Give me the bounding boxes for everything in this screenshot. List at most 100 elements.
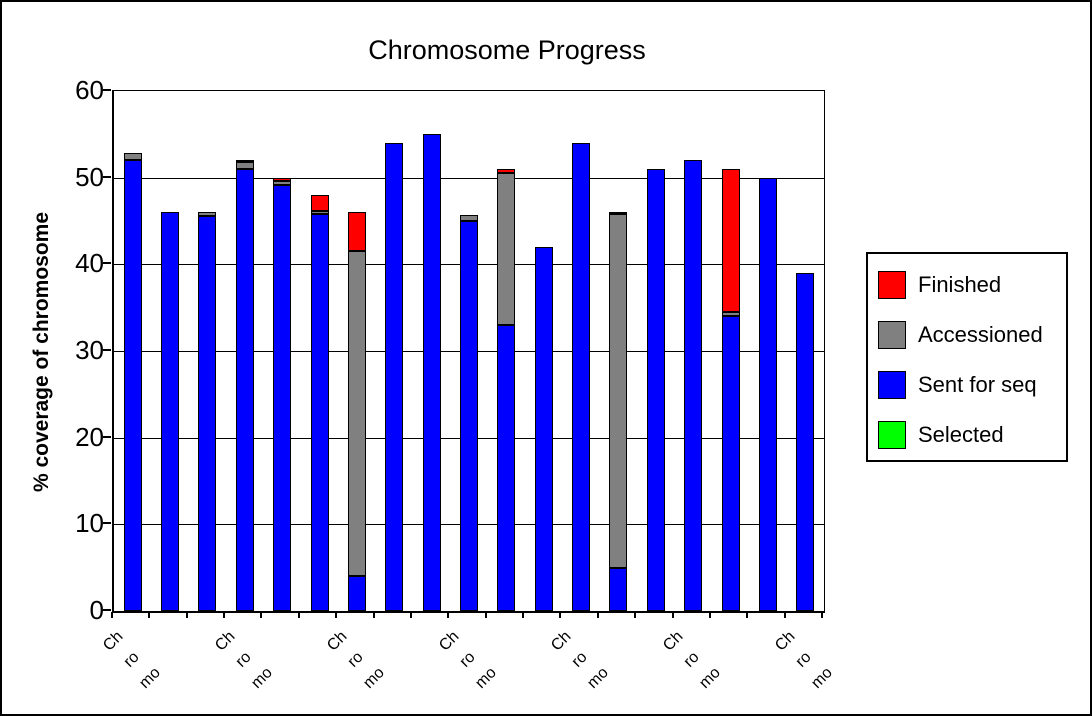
legend-item-selected: Selected bbox=[878, 410, 1066, 460]
x-tick-13 bbox=[597, 612, 599, 618]
gridline-50 bbox=[114, 178, 824, 179]
y-tick-label-50: 50 bbox=[75, 162, 104, 192]
bar-18 bbox=[759, 91, 777, 611]
bar-segment-finished bbox=[236, 160, 254, 163]
bar-segment-sent-for-seq bbox=[348, 576, 366, 611]
bar-10 bbox=[460, 91, 478, 611]
bar-segment-sent-for-seq bbox=[722, 316, 740, 611]
y-tick-0 bbox=[103, 609, 111, 611]
bar-segment-accessioned bbox=[124, 153, 142, 161]
bar-2 bbox=[161, 91, 179, 611]
bar-segment-finished bbox=[348, 212, 366, 252]
bar-segment-finished bbox=[273, 177, 291, 182]
bar-12 bbox=[535, 91, 553, 611]
bar-segment-accessioned bbox=[497, 172, 515, 325]
bar-4 bbox=[236, 91, 254, 611]
x-tick-5 bbox=[298, 612, 300, 618]
legend-label-finished: Finished bbox=[918, 272, 1002, 297]
legend-label-selected: Selected bbox=[918, 422, 1004, 447]
x-tick-6 bbox=[335, 612, 337, 618]
bar-segment-sent-for-seq bbox=[796, 273, 814, 611]
bar-segment-sent-for-seq bbox=[124, 160, 142, 611]
bar-15 bbox=[647, 91, 665, 611]
x-category-label-1: Ch ro mo bbox=[100, 628, 164, 692]
legend-label-accessioned: Accessioned bbox=[918, 322, 1043, 347]
x-tick-3 bbox=[223, 612, 225, 618]
bar-7 bbox=[348, 91, 366, 611]
bar-segment-sent-for-seq bbox=[647, 169, 665, 611]
x-tick-2 bbox=[186, 612, 188, 618]
bar-segment-accessioned bbox=[198, 211, 216, 216]
bar-segment-accessioned bbox=[273, 181, 291, 185]
x-tick-18 bbox=[784, 612, 786, 618]
y-tick-30 bbox=[103, 349, 111, 351]
bar-segment-sent-for-seq bbox=[684, 160, 702, 611]
bar-13 bbox=[572, 91, 590, 611]
bar-17 bbox=[722, 91, 740, 611]
y-tick-50 bbox=[103, 176, 111, 178]
x-tick-10 bbox=[485, 612, 487, 618]
x-category-label-19: Ch ro mo bbox=[772, 628, 836, 692]
bar-11 bbox=[497, 91, 515, 611]
bar-segment-accessioned bbox=[722, 312, 740, 317]
bar-segment-accessioned bbox=[348, 251, 366, 577]
y-tick-20 bbox=[103, 436, 111, 438]
bar-segment-sent-for-seq bbox=[423, 134, 441, 611]
bar-segment-sent-for-seq bbox=[311, 214, 329, 611]
bar-segment-sent-for-seq bbox=[572, 143, 590, 611]
bar-segment-accessioned bbox=[311, 210, 329, 215]
x-tick-14 bbox=[634, 612, 636, 618]
y-tick-40 bbox=[103, 262, 111, 264]
x-category-label-13: Ch ro mo bbox=[548, 628, 612, 692]
bar-5 bbox=[273, 91, 291, 611]
bar-segment-finished bbox=[497, 169, 515, 173]
bar-segment-sent-for-seq bbox=[161, 212, 179, 611]
legend-item-finished: Finished bbox=[878, 260, 1066, 310]
bar-segment-sent-for-seq bbox=[385, 143, 403, 611]
y-tick-label-10: 10 bbox=[75, 508, 104, 538]
y-tick-label-20: 20 bbox=[75, 422, 104, 452]
bar-1 bbox=[124, 91, 142, 611]
legend-item-sent-for-seq: Sent for seq bbox=[878, 360, 1066, 410]
y-tick-label-0: 0 bbox=[89, 595, 104, 625]
x-tick-15 bbox=[672, 612, 674, 618]
bar-segment-finished bbox=[722, 169, 740, 312]
y-tick-label-60: 60 bbox=[75, 75, 104, 105]
y-tick-10 bbox=[103, 522, 111, 524]
x-tick-7 bbox=[373, 612, 375, 618]
bar-16 bbox=[684, 91, 702, 611]
y-tick-label-30: 30 bbox=[75, 335, 104, 365]
x-tick-16 bbox=[709, 612, 711, 618]
bar-9 bbox=[423, 91, 441, 611]
bar-segment-sent-for-seq bbox=[273, 184, 291, 611]
x-tick-12 bbox=[559, 612, 561, 618]
x-tick-17 bbox=[746, 612, 748, 618]
y-tick-60 bbox=[103, 89, 111, 91]
plot-area bbox=[112, 90, 825, 613]
bar-3 bbox=[198, 91, 216, 611]
bar-segment-sent-for-seq bbox=[609, 567, 627, 611]
bar-segment-sent-for-seq bbox=[759, 177, 777, 611]
bar-segment-finished bbox=[311, 195, 329, 211]
y-tick-label-40: 40 bbox=[75, 248, 104, 278]
x-tick-0 bbox=[111, 612, 113, 618]
bar-6 bbox=[311, 91, 329, 611]
x-tick-8 bbox=[410, 612, 412, 618]
x-tick-1 bbox=[148, 612, 150, 618]
x-category-label-10: Ch ro mo bbox=[436, 628, 500, 692]
bar-segment-sent-for-seq bbox=[198, 215, 216, 611]
x-category-label-7: Ch ro mo bbox=[324, 628, 388, 692]
x-category-label-4: Ch ro mo bbox=[212, 628, 276, 692]
chart-title: Chromosome Progress bbox=[368, 35, 646, 65]
bar-19 bbox=[796, 91, 814, 611]
bar-segment-sent-for-seq bbox=[460, 221, 478, 611]
bar-segment-sent-for-seq bbox=[535, 247, 553, 611]
bar-segment-accessioned bbox=[460, 214, 478, 221]
bar-8 bbox=[385, 91, 403, 611]
bar-14 bbox=[609, 91, 627, 611]
x-tick-19 bbox=[821, 612, 823, 618]
bar-segment-sent-for-seq bbox=[236, 169, 254, 611]
legend-label-sent-for-seq: Sent for seq bbox=[918, 372, 1037, 397]
x-tick-4 bbox=[260, 612, 262, 618]
